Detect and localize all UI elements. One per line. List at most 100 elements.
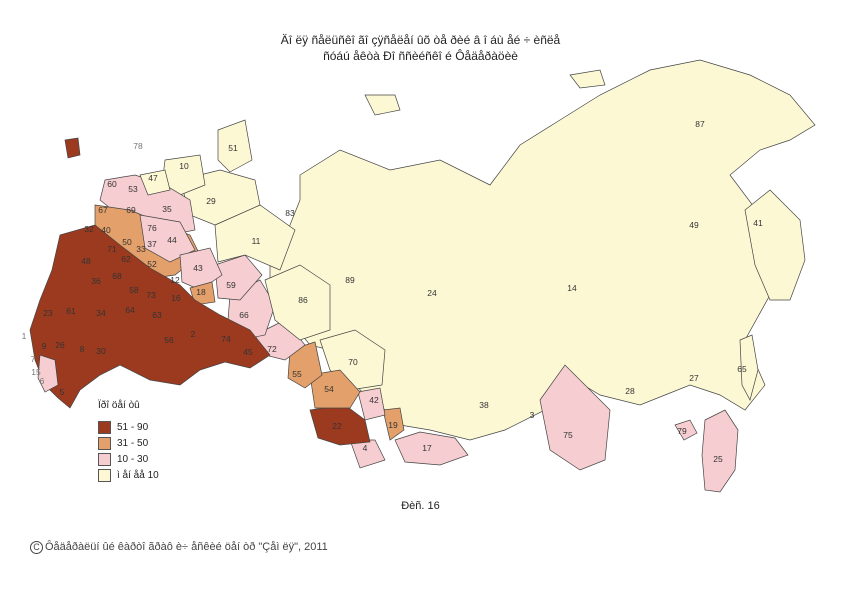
region-label: 74 — [221, 334, 231, 344]
region-25 — [701, 409, 739, 493]
region-label: 43 — [193, 263, 203, 273]
region-75 — [539, 364, 611, 471]
region-label: 5 — [60, 387, 65, 397]
region-label: 86 — [298, 295, 308, 305]
region-label: 62 — [121, 254, 131, 264]
region-label: 50 — [122, 237, 132, 247]
region-label: 48 — [81, 256, 91, 266]
region-label: 35 — [162, 204, 172, 214]
region-label: 33 — [136, 244, 146, 254]
region-59 — [214, 254, 263, 301]
region-label: 16 — [171, 293, 181, 303]
region-label: 6 — [40, 376, 45, 386]
region-label: 45 — [243, 347, 253, 357]
legend-label: 10 - 30 — [117, 453, 149, 465]
region-39 — [64, 137, 81, 159]
region-label: 69 — [126, 205, 136, 215]
region-south-dark — [29, 224, 271, 409]
map-title-line-2: ñóáú åêòà Ðî ññèéñêî é Ôåäåðàöèè — [323, 49, 518, 63]
region-label: 7 — [31, 354, 36, 364]
region-label: 53 — [128, 184, 138, 194]
region-4 — [349, 439, 386, 469]
region-label: 70 — [348, 357, 358, 367]
region-label: 34 — [96, 308, 106, 318]
map-title-line-1: Äî ëÿ ñåëüñêî ãî çÿñåëåí ûõ òå ðèé â î á… — [280, 33, 561, 47]
region-label: 8 — [80, 344, 85, 354]
region-label: 66 — [239, 310, 249, 320]
region-label: 29 — [206, 196, 216, 206]
region-label: 37 — [147, 239, 157, 249]
region-label: 23 — [43, 308, 53, 318]
region-label: 55 — [292, 369, 302, 379]
region-label: 38 — [479, 400, 489, 410]
region-label: 76 — [147, 223, 157, 233]
copyright-text: Ôåäåðàëüí ûé êàðòî ãðàô è÷ åñêèé öåí òð … — [45, 541, 328, 553]
region-caucasus — [37, 354, 59, 393]
region-label: 28 — [625, 386, 635, 396]
region-label: 51 — [228, 143, 238, 153]
region-label: 44 — [167, 235, 177, 245]
region-label: 32 — [84, 224, 94, 234]
region-label: 61 — [66, 306, 76, 316]
region-label: 63 — [152, 310, 162, 320]
legend-item: 31 - 50 — [98, 435, 159, 451]
region-label: 52 — [147, 259, 157, 269]
region-label: 83 — [285, 208, 295, 218]
copyright-icon: C — [30, 541, 43, 554]
region-label: 59 — [226, 280, 236, 290]
region-55 — [287, 341, 323, 389]
region-label: 54 — [324, 384, 334, 394]
region-label: 68 — [112, 271, 122, 281]
region-42 — [357, 387, 386, 421]
region-label: 2 — [191, 329, 196, 339]
region-label: 12 — [170, 275, 180, 285]
copyright: C Ôåäåðàëüí ûé êàðòî ãðàô è÷ åñêèé öåí òð… — [30, 541, 328, 554]
legend: Ïðî öåí òû 51 - 90 31 - 50 10 - 30 ì åí … — [98, 400, 159, 483]
region-label: 47 — [148, 173, 158, 183]
region-label: 11 — [252, 236, 261, 246]
region-label: 18 — [196, 287, 206, 297]
region-86 — [264, 264, 331, 341]
region-label: 49 — [689, 220, 699, 230]
region-label: 10 — [179, 161, 189, 171]
legend-title: Ïðî öåí òû — [98, 400, 140, 411]
region-label: 58 — [129, 285, 139, 295]
region-label: 9 — [42, 341, 47, 351]
region-54 — [309, 369, 361, 409]
region-label: 24 — [427, 288, 437, 298]
region-label: 78 — [133, 141, 143, 151]
region-label: 87 — [695, 119, 705, 129]
legend-label: ì åí åå 10 — [117, 469, 159, 481]
legend-label: 31 - 50 — [117, 437, 149, 449]
region-label: 36 — [91, 276, 101, 286]
region-label: 30 — [96, 346, 106, 356]
region-19 — [382, 407, 405, 441]
legend-swatch — [98, 420, 111, 434]
legend-item: 51 - 90 — [98, 419, 159, 435]
region-arctic-islands — [364, 94, 401, 116]
region-label: 17 — [422, 443, 432, 453]
region-label: 22 — [332, 421, 342, 431]
region-label: 71 — [107, 244, 117, 254]
region-label: 15 — [31, 367, 41, 377]
region-47 — [139, 169, 171, 196]
region-label: 73 — [146, 290, 156, 300]
region-label: 75 — [563, 430, 573, 440]
region-label: 60 — [107, 179, 117, 189]
region-label: 79 — [677, 426, 687, 436]
figure-caption: Ðèñ. 16 — [401, 500, 440, 512]
legend-label: 51 - 90 — [117, 421, 149, 433]
region-label: 1 — [22, 331, 27, 341]
region-17 — [394, 431, 469, 466]
region-new-siberian-islands — [569, 69, 606, 89]
region-79 — [674, 419, 698, 441]
region-label: 72 — [267, 344, 277, 354]
region-label: 26 — [55, 340, 65, 350]
region-label: 4 — [363, 443, 368, 453]
region-label: 3 — [530, 410, 535, 420]
legend-item: 10 - 30 — [98, 451, 159, 467]
region-label: 65 — [737, 364, 747, 374]
legend-swatch — [98, 436, 111, 450]
